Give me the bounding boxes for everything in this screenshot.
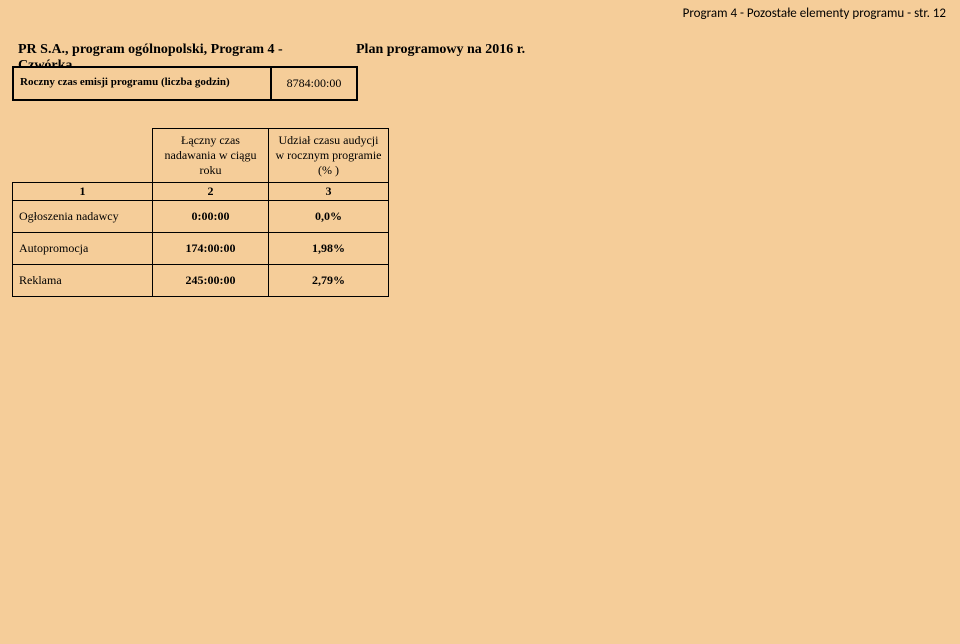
num-3: 3 — [269, 183, 389, 201]
table-row: Reklama 245:00:00 2,79% — [13, 265, 389, 297]
header-row: Łączny czas nadawania w ciągu roku Udzia… — [13, 129, 389, 183]
emission-value: 8784:00:00 — [272, 68, 356, 99]
header-col2: Łączny czas nadawania w ciągu roku — [153, 129, 269, 183]
num-2: 2 — [153, 183, 269, 201]
num-1: 1 — [13, 183, 153, 201]
row-pct: 0,0% — [269, 201, 389, 233]
table-row: Autopromocja 174:00:00 1,98% — [13, 233, 389, 265]
row-pct: 2,79% — [269, 265, 389, 297]
emission-label: Roczny czas emisji programu (liczba godz… — [14, 68, 272, 99]
row-time: 245:00:00 — [153, 265, 269, 297]
row-name: Reklama — [13, 265, 153, 297]
row-pct: 1,98% — [269, 233, 389, 265]
number-row: 1 2 3 — [13, 183, 389, 201]
header-col3: Udział czasu audycji w rocznym programie… — [269, 129, 389, 183]
table-row: Ogłoszenia nadawcy 0:00:00 0,0% — [13, 201, 389, 233]
row-name: Ogłoszenia nadawcy — [13, 201, 153, 233]
header-blank — [13, 129, 153, 183]
title-right: Plan programowy na 2016 r. — [338, 38, 543, 78]
emission-box: Roczny czas emisji programu (liczba godz… — [12, 66, 358, 101]
main-table: Łączny czas nadawania w ciągu roku Udzia… — [12, 128, 389, 297]
row-time: 0:00:00 — [153, 201, 269, 233]
row-time: 174:00:00 — [153, 233, 269, 265]
page-header: Program 4 - Pozostałe elementy programu … — [683, 6, 946, 21]
row-name: Autopromocja — [13, 233, 153, 265]
